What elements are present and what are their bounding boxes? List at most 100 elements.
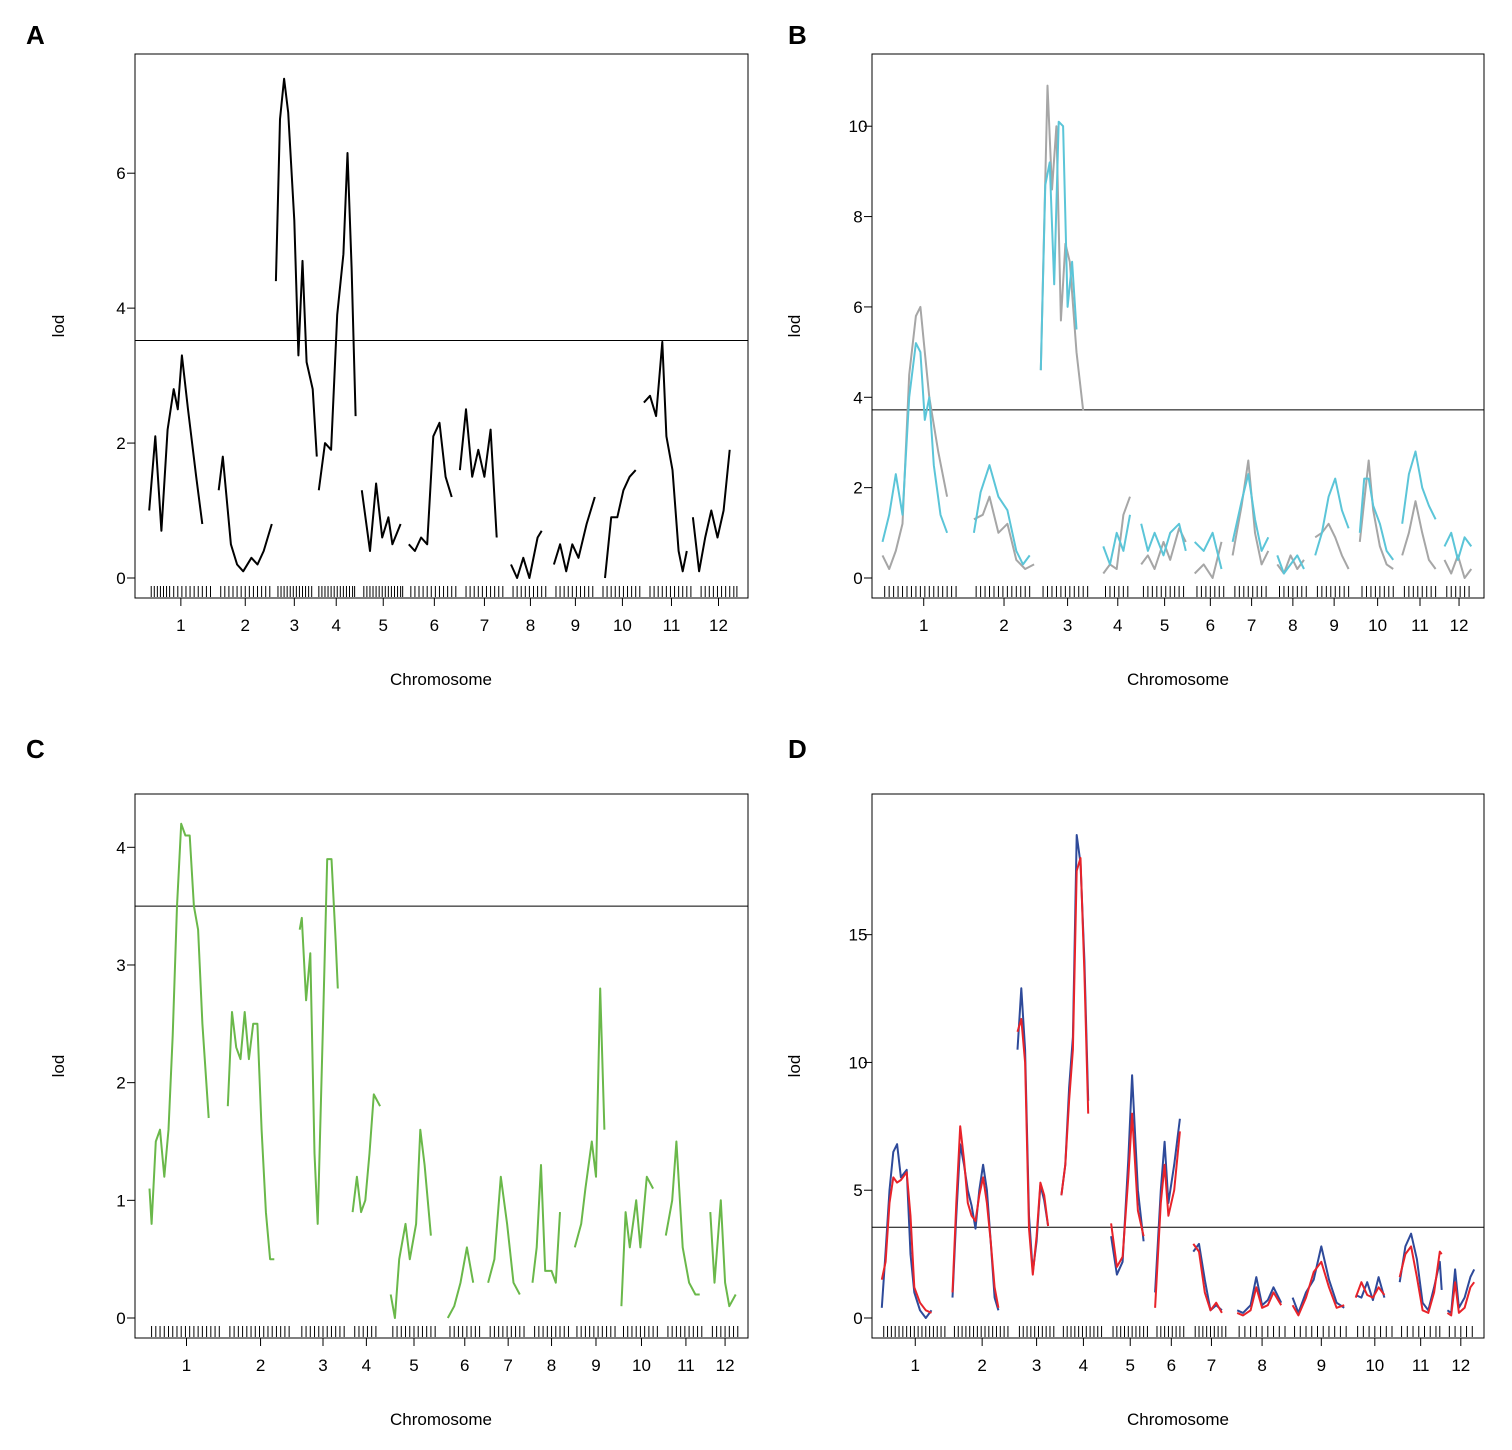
panel-letter-d: D xyxy=(788,734,807,764)
lod-curve-c-lod-chr1 xyxy=(148,822,210,1225)
x-tick-label-d: 1 xyxy=(911,1356,920,1375)
x-axis-title-a: Chromosome xyxy=(390,670,492,689)
x-tick-label-d: 11 xyxy=(1412,1356,1430,1375)
y-tick-label-b: 6 xyxy=(853,298,862,317)
lod-curve-b-grey-chr9 xyxy=(1314,522,1350,570)
x-tick-label-c: 2 xyxy=(256,1356,265,1375)
x-tick-label-a: 9 xyxy=(571,616,580,635)
lod-curve-b-cyan-chr7 xyxy=(1231,473,1270,552)
lod-curve-a-lod-chr5 xyxy=(360,482,402,552)
lod-curve-b-grey-chr11 xyxy=(1401,500,1437,570)
x-tick-label-a: 2 xyxy=(241,616,250,635)
lod-curve-b-cyan-chr12 xyxy=(1443,531,1473,561)
lod-curve-c-lod-chr9 xyxy=(573,987,606,1248)
lod-curve-d-red-chr3 xyxy=(1016,1018,1050,1276)
x-tick-label-a: 4 xyxy=(331,616,340,635)
y-tick-label-b: 8 xyxy=(853,208,862,227)
x-axis-title-d: Chromosome xyxy=(1127,1410,1229,1429)
lod-curve-a-lod-chr1 xyxy=(148,354,204,532)
plot-frame-d xyxy=(871,793,1485,1339)
lod-curve-d-red-chr11 xyxy=(1398,1245,1443,1314)
lod-curve-c-lod-chr7 xyxy=(487,1175,521,1295)
lod-curve-d-red-chr2 xyxy=(951,1125,1000,1308)
lod-curve-b-cyan-chr4 xyxy=(1102,514,1131,566)
lod-curve-b-grey-chr4 xyxy=(1102,496,1131,575)
lod-curve-a-lod-chr6 xyxy=(408,421,453,552)
y-axis-title-d: lod xyxy=(785,1055,804,1078)
lod-curve-a-lod-chr2 xyxy=(217,455,273,573)
lod-curve-c-lod-chr3 xyxy=(298,858,339,1225)
y-tick-label-c: 1 xyxy=(116,1191,125,1210)
x-tick-label-c: 8 xyxy=(547,1356,556,1375)
lod-curve-d-red-chr4 xyxy=(1060,857,1090,1196)
lod-curve-a-lod-chr3 xyxy=(274,77,318,457)
lod-curve-d-blue-chr10 xyxy=(1355,1276,1386,1302)
x-tick-label-d: 5 xyxy=(1125,1356,1134,1375)
lod-curve-c-lod-chr5 xyxy=(389,1128,432,1319)
lod-curve-b-cyan-chr9 xyxy=(1314,477,1350,556)
x-tick-label-c: 11 xyxy=(677,1356,695,1375)
x-tick-label-d: 2 xyxy=(977,1356,986,1375)
lod-curve-b-cyan-chr5 xyxy=(1140,522,1187,557)
y-tick-label-d: 15 xyxy=(849,926,868,945)
lod-curve-c-lod-chr10 xyxy=(620,1175,654,1307)
x-tick-label-d: 3 xyxy=(1032,1356,1041,1375)
x-tick-label-b: 2 xyxy=(999,616,1008,635)
y-tick-label-b: 4 xyxy=(853,388,862,407)
y-tick-label-a: 0 xyxy=(116,569,125,588)
y-tick-label-b: 2 xyxy=(853,479,862,498)
y-tick-label-b: 10 xyxy=(849,117,868,136)
lod-curve-b-grey-chr3 xyxy=(1039,84,1085,411)
lod-curve-d-red-chr6 xyxy=(1154,1131,1181,1308)
lod-curve-d-red-chr10 xyxy=(1354,1281,1386,1299)
x-tick-label-b: 4 xyxy=(1113,616,1122,635)
x-tick-label-c: 5 xyxy=(409,1356,418,1375)
lod-curve-d-red-chr1 xyxy=(880,1171,932,1314)
panel-letter-b: B xyxy=(788,20,807,50)
x-tick-label-d: 4 xyxy=(1079,1356,1088,1375)
lod-curve-d-red-chr12 xyxy=(1446,1281,1476,1317)
x-tick-label-a: 7 xyxy=(480,616,489,635)
lod-curve-b-cyan-chr3 xyxy=(1039,120,1078,371)
lod-curve-b-grey-chr8 xyxy=(1276,554,1305,575)
lod-curve-b-grey-chr5 xyxy=(1140,527,1187,570)
x-tick-label-c: 6 xyxy=(460,1356,469,1375)
plot-frame-a xyxy=(134,53,749,599)
x-tick-label-d: 12 xyxy=(1451,1356,1470,1375)
panel-letter-c: C xyxy=(26,734,45,764)
lod-curve-c-lod-chr12 xyxy=(709,1199,737,1308)
x-tick-label-d: 8 xyxy=(1257,1356,1266,1375)
lod-curve-a-lod-chr7 xyxy=(458,408,498,538)
lod-curve-d-blue-chr5 xyxy=(1110,1074,1145,1276)
lod-curve-d-blue-chr9 xyxy=(1291,1245,1345,1314)
x-tick-label-a: 1 xyxy=(176,616,185,635)
x-tick-label-c: 9 xyxy=(591,1356,600,1375)
x-tick-label-b: 12 xyxy=(1450,616,1469,635)
x-tick-label-b: 10 xyxy=(1368,616,1387,635)
lod-curve-b-grey-chr1 xyxy=(881,305,949,570)
y-tick-label-d: 0 xyxy=(853,1309,862,1328)
x-tick-label-c: 10 xyxy=(632,1356,651,1375)
x-tick-label-d: 9 xyxy=(1317,1356,1326,1375)
x-tick-label-d: 10 xyxy=(1365,1356,1384,1375)
x-tick-label-a: 12 xyxy=(709,616,728,635)
lod-curve-b-grey-chr10 xyxy=(1358,459,1394,570)
lod-curve-b-cyan-chr11 xyxy=(1401,450,1437,524)
y-tick-label-c: 0 xyxy=(116,1309,125,1328)
lod-curve-d-red-chr5 xyxy=(1110,1112,1145,1268)
x-tick-label-b: 8 xyxy=(1288,616,1297,635)
x-tick-label-b: 7 xyxy=(1247,616,1256,635)
x-axis-title-c: Chromosome xyxy=(390,1410,492,1429)
x-tick-label-c: 3 xyxy=(318,1356,327,1375)
lod-curve-d-blue-chr1 xyxy=(880,1143,933,1319)
y-tick-label-d: 10 xyxy=(849,1053,868,1072)
lod-curve-d-blue-chr8 xyxy=(1236,1276,1283,1314)
plot-frame-b xyxy=(871,53,1485,599)
x-tick-label-b: 5 xyxy=(1160,616,1169,635)
lod-curve-b-grey-chr2 xyxy=(973,495,1035,570)
